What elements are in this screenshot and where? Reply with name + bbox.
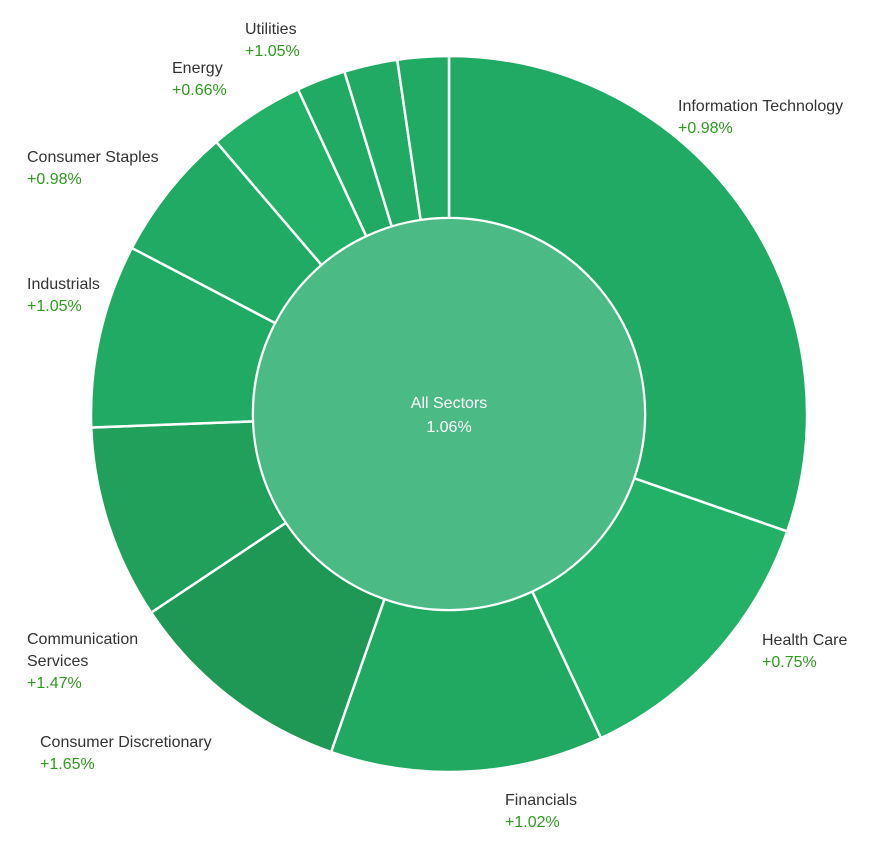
label-name-health-care: Health Care — [762, 632, 847, 649]
sector-labels: Information Technology +0.98% Health Care +… — [27, 21, 847, 831]
label-change-consumer-staples: +0.98% — [27, 171, 82, 188]
label-name-communication-services: Communication — [27, 631, 138, 648]
label-name-financials: Financials — [505, 792, 577, 809]
label-name-communication-services: Services — [27, 653, 88, 670]
label-change-consumer-discretionary: +1.65% — [40, 756, 95, 773]
label-name-energy: Energy — [172, 60, 223, 77]
center-value: 1.06% — [426, 419, 471, 436]
center-label: All Sectors — [411, 395, 487, 412]
donut-slices — [89, 54, 809, 774]
label-change-communication-services: +1.47% — [27, 675, 82, 692]
label-name-consumer-discretionary: Consumer Discretionary — [40, 734, 212, 751]
label-change-information-technology: +0.98% — [678, 120, 733, 137]
label-change-financials: +1.02% — [505, 814, 560, 831]
label-change-utilities: +1.05% — [245, 43, 300, 60]
center-circle[interactable] — [252, 217, 646, 611]
label-change-industrials: +1.05% — [27, 298, 82, 315]
label-name-consumer-staples: Consumer Staples — [27, 149, 159, 166]
label-name-information-technology: Information Technology — [678, 98, 843, 115]
label-change-health-care: +0.75% — [762, 654, 817, 671]
label-name-industrials: Industrials — [27, 276, 100, 293]
label-change-energy: +0.66% — [172, 82, 227, 99]
label-name-utilities: Utilities — [245, 21, 297, 38]
